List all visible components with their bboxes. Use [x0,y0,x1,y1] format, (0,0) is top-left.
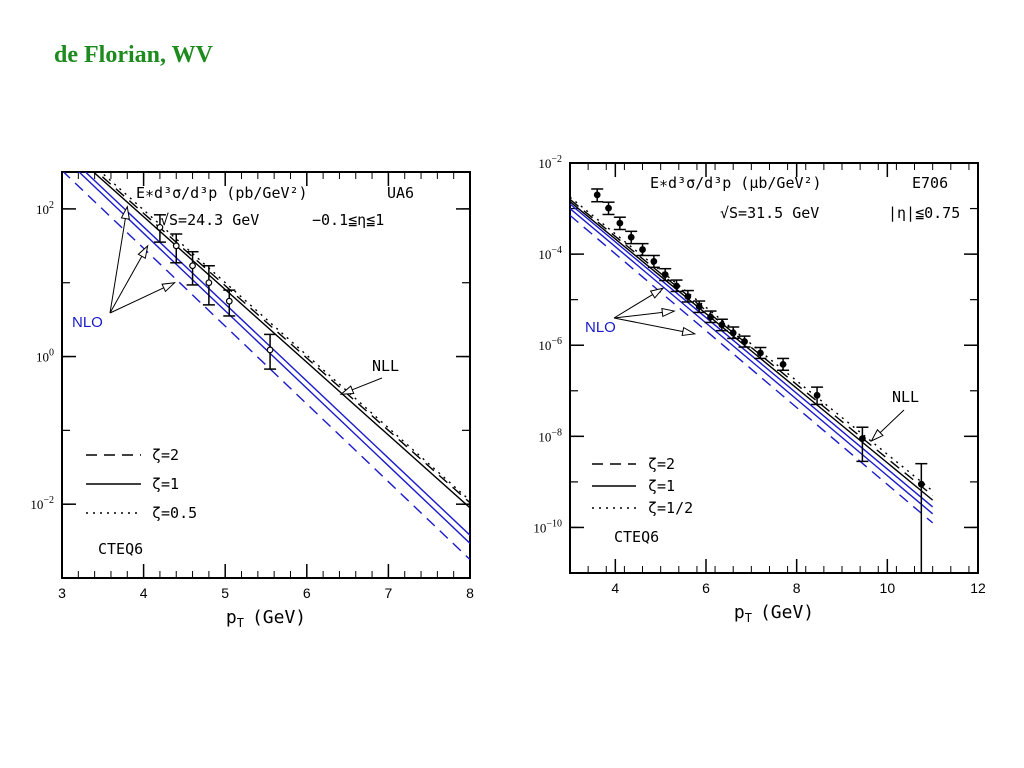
series-nll-dotted [570,196,934,492]
y-tick-label: 100 [36,348,54,365]
nll-label: NLL [892,388,919,406]
data-point [729,329,737,337]
slide-title: de Florian, WV [54,42,213,68]
y-tick-label: 10−8 [538,427,562,444]
data-point [695,303,703,310]
y-tick-label: 10−10 [533,518,562,535]
series-nlo-solid [78,172,470,544]
nlo-arrow-head [681,326,697,337]
series-nll-dotted [99,172,470,502]
data-point [673,282,680,290]
nll-arrow-head [339,385,355,395]
nlo-label: NLO [72,314,103,331]
data-point [661,271,669,279]
legend-label: ζ=2 [648,455,675,473]
chart-subheader-rapidity: −0.1≦η≦1 [312,211,384,229]
chart-header-experiment: UA6 [387,184,414,202]
data-point [605,204,612,212]
nlo-arrow-head [161,282,177,293]
series-nlo-solid [84,172,470,536]
nlo-arrow [109,245,149,314]
data-point [639,246,646,253]
data-point [616,219,624,227]
data-point [225,297,233,305]
series-nlo-solid [570,208,934,515]
data-point [156,223,164,231]
series-nlo-dashed [570,214,934,524]
nlo-arrow-head [661,307,676,318]
nlo-label: NLO [585,319,616,336]
data-point [266,346,274,354]
legend-label: ζ=1 [152,475,179,493]
nll-label: NLL [372,357,399,375]
x-tick-label: 6 [303,585,311,601]
x-tick-label: 4 [611,580,619,596]
x-tick-label: 3 [58,585,66,601]
series-nll-dashed [95,172,470,504]
data-point [718,321,726,329]
y-tick-label: 10−2 [30,495,54,512]
x-tick-label: 8 [793,580,801,596]
data-point [650,258,658,265]
x-axis-label: pT (GeV) [734,602,814,625]
x-tick-label: 7 [385,585,393,601]
chart-header-quantity: E∗d³σ/d³p (μb/GeV²) [650,174,822,192]
data-point [741,338,748,345]
data-point [707,313,714,321]
pdf-label: CTEQ6 [98,540,143,558]
chart-subheader-energy: √S=24.3 GeV [160,211,259,229]
curves [62,172,470,561]
data-point [859,435,866,443]
data-point [779,360,787,368]
x-tick-label: 6 [702,580,710,596]
x-tick-label: 4 [140,585,148,601]
x-tick-label: 8 [466,585,474,601]
data-point [757,349,764,357]
curves [570,196,934,524]
data-point [189,262,196,270]
y-tick-label: 10−6 [538,336,562,353]
y-tick-label: 102 [36,200,54,217]
y-tick-label: 10−4 [538,245,562,262]
legend-label: ζ=0.5 [152,504,197,522]
data-point [627,233,635,241]
series-nll-solid [570,201,934,501]
y-tick-label: 10−2 [538,154,562,171]
data-point [172,242,180,250]
data-point [684,293,692,300]
plot-frame [61,171,471,579]
series-nll-dashed [570,198,934,497]
plot-frame [569,162,979,574]
legend-label: ζ=1 [648,477,675,495]
x-axis-label: pT (GeV) [226,607,306,630]
chart-e706: 4 6 8 10 12 10−2 10−4 10−6 10−8 10−10 pT (GeV) E∗d³σ… [533,154,986,625]
x-tick-label: 10 [880,580,896,596]
data-point [917,480,925,488]
x-tick-label: 12 [970,580,986,596]
chart-subheader-energy: √S=31.5 GeV [720,204,819,222]
chart-header-quantity: E∗d³σ/d³p (pb/GeV²) [136,184,308,202]
chart-header-experiment: E706 [912,174,948,192]
chart-subheader-rapidity: |η|≦0.75 [888,204,960,222]
nlo-arrow [613,317,695,335]
legend-label: ζ=2 [152,446,179,464]
legend-label: ζ=1/2 [648,499,693,517]
data-point [205,279,213,287]
chart-ua6: 3 4 5 6 7 8 102 100 10−2 pT (GeV) E∗d³σ/d³p (pb/GeV… [30,171,474,630]
nlo-arrow-head [137,244,149,260]
x-tick-label: 5 [221,585,229,601]
data-point [813,391,821,399]
pdf-label: CTEQ6 [614,528,659,546]
series-nlo-dashed [62,172,470,561]
nlo-arrow-head [649,287,665,299]
series-nll-solid [92,172,470,509]
nlo-arrow [109,206,128,314]
data-point [593,191,601,199]
nlo-arrow-head [120,205,130,220]
nll-arrow-head [870,428,884,442]
series-nlo-solid [570,203,934,508]
